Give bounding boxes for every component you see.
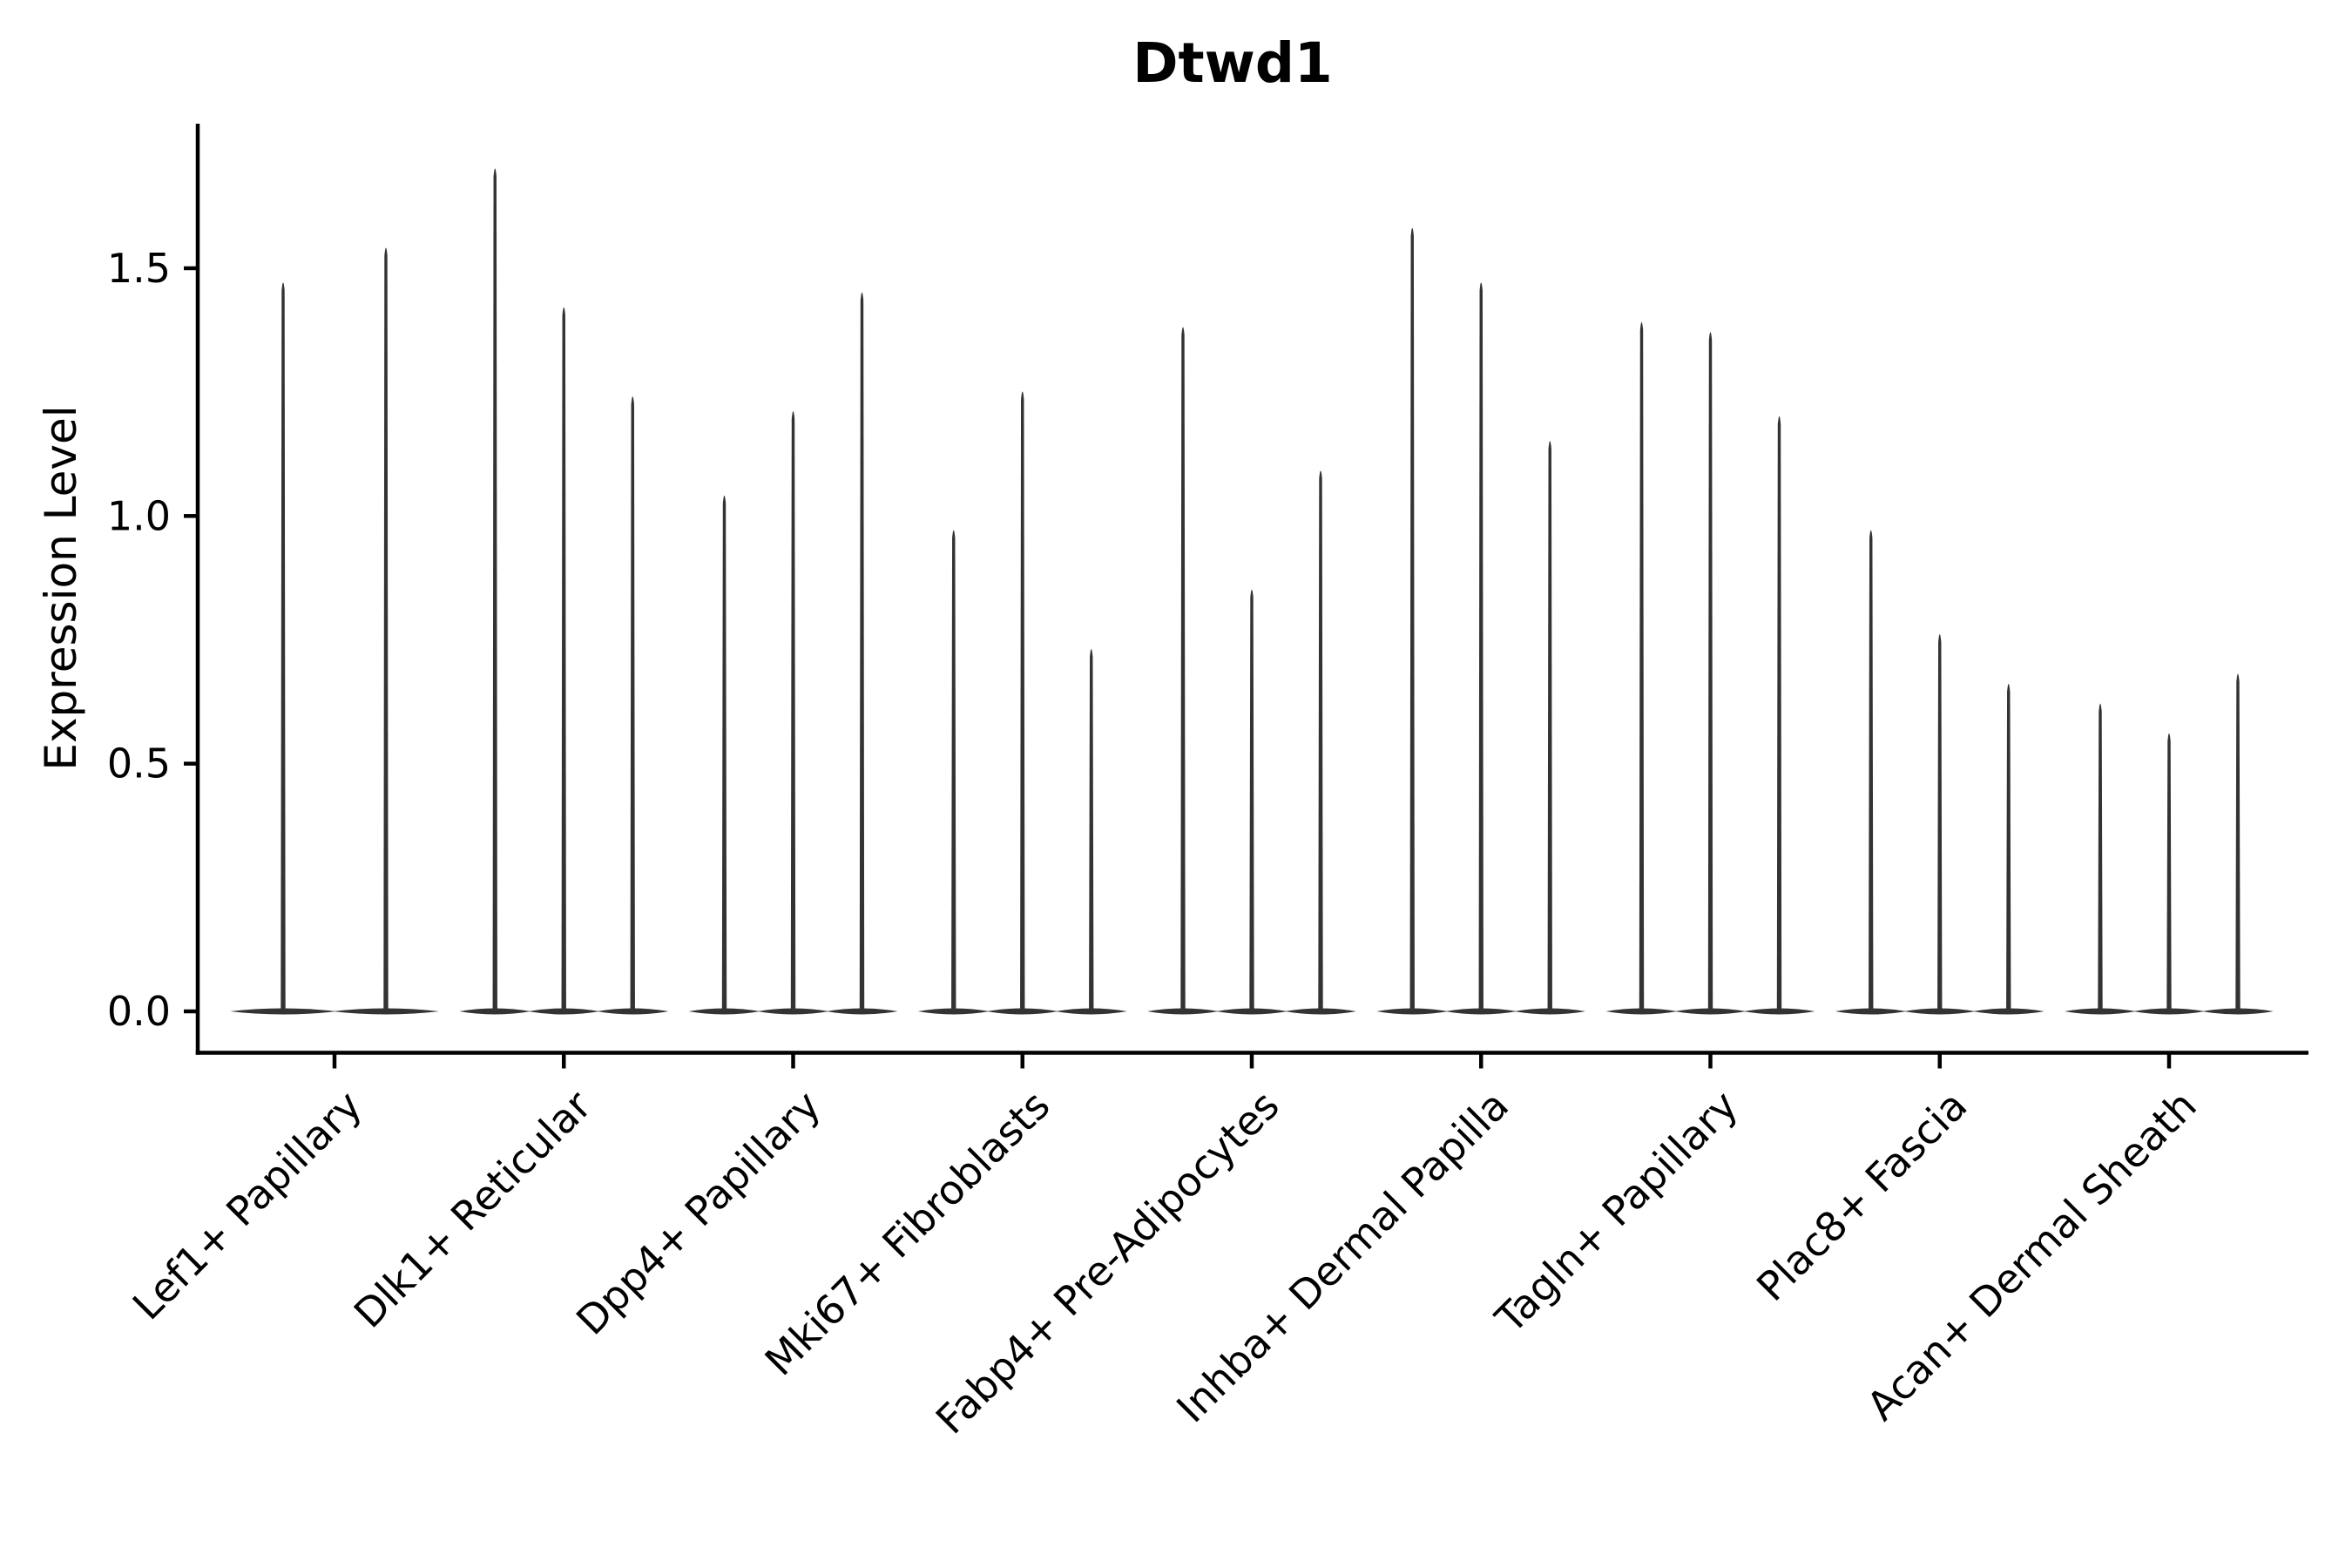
violin <box>1776 416 1782 1011</box>
violin <box>951 530 956 1011</box>
violin <box>561 307 566 1011</box>
violin-group <box>459 168 669 1015</box>
violin-group <box>1605 321 1815 1015</box>
x-tick-label: Plac8+ Fascia <box>1747 1082 1976 1310</box>
violin <box>1937 634 1943 1011</box>
violin <box>630 396 635 1011</box>
violin <box>1409 227 1415 1012</box>
violin-group <box>917 391 1127 1015</box>
violin <box>1869 530 1874 1011</box>
violin <box>1318 470 1323 1011</box>
violin <box>1478 282 1484 1012</box>
violin <box>790 411 796 1011</box>
x-tick-label: Tagln+ Papillary <box>1486 1082 1747 1343</box>
violin-group <box>1835 530 2044 1015</box>
x-tick-label: Dlk1+ Reticular <box>345 1082 600 1337</box>
y-tick-label: 0.5 <box>107 740 171 787</box>
x-tick-label: Dpp4+ Papillary <box>567 1082 829 1344</box>
violin <box>280 282 286 1012</box>
y-tick-label: 1.5 <box>107 245 171 292</box>
violin <box>2098 703 2103 1011</box>
violin <box>1707 332 1713 1012</box>
violin-group <box>230 247 439 1015</box>
violin <box>1020 391 1025 1011</box>
violin <box>1547 441 1552 1011</box>
y-tick-label: 0.0 <box>107 988 171 1035</box>
violin <box>721 495 727 1011</box>
x-tick-label: Lef1+ Papillary <box>124 1082 371 1329</box>
violin <box>2235 673 2240 1011</box>
violin-group <box>1376 227 1586 1015</box>
violin <box>383 247 389 1011</box>
violin <box>1180 327 1186 1012</box>
violin-group <box>2065 673 2274 1015</box>
violin <box>2006 683 2011 1011</box>
violin-group <box>1147 327 1356 1015</box>
violin <box>859 292 865 1011</box>
violin <box>492 168 497 1011</box>
violin <box>1249 589 1254 1011</box>
violin <box>1089 649 1094 1011</box>
violin-group <box>688 292 898 1015</box>
violin <box>1639 321 1645 1011</box>
y-tick-label: 1.0 <box>107 492 171 539</box>
violin <box>2166 733 2172 1011</box>
chart-title: Dtwd1 <box>1132 31 1333 95</box>
